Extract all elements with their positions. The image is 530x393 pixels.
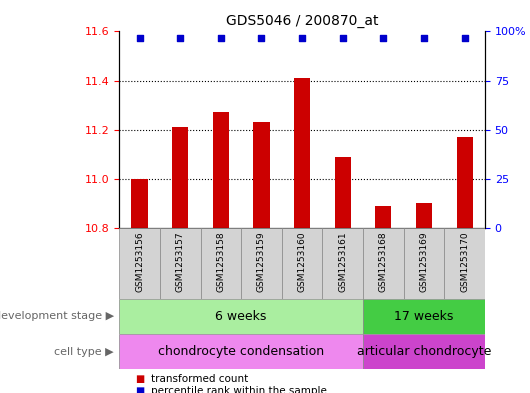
Text: GSM1253159: GSM1253159	[257, 231, 266, 292]
Text: GSM1253170: GSM1253170	[460, 231, 469, 292]
Point	[339, 35, 347, 41]
Title: GDS5046 / 200870_at: GDS5046 / 200870_at	[226, 14, 378, 28]
Bar	[404, 228, 444, 299]
Bar	[416, 204, 432, 228]
Point	[298, 35, 306, 41]
Text: GSM1253168: GSM1253168	[379, 231, 388, 292]
Bar	[444, 228, 485, 299]
Point	[176, 35, 184, 41]
Bar	[213, 112, 229, 228]
Text: GSM1253156: GSM1253156	[135, 231, 144, 292]
Bar	[200, 228, 241, 299]
Bar	[375, 206, 392, 228]
Point	[461, 35, 469, 41]
Text: GSM1253157: GSM1253157	[176, 231, 184, 292]
Bar	[119, 334, 363, 369]
Bar	[282, 228, 322, 299]
Bar	[172, 127, 188, 228]
Text: articular chondrocyte: articular chondrocyte	[357, 345, 491, 358]
Bar	[363, 228, 404, 299]
Point	[217, 35, 225, 41]
Text: GSM1253169: GSM1253169	[420, 231, 428, 292]
Bar	[363, 334, 485, 369]
Text: percentile rank within the sample: percentile rank within the sample	[151, 386, 327, 393]
Text: ■: ■	[135, 374, 144, 384]
Text: 6 weeks: 6 weeks	[216, 310, 267, 323]
Point	[379, 35, 387, 41]
Bar	[334, 157, 351, 228]
Text: GSM1253161: GSM1253161	[338, 231, 347, 292]
Bar	[131, 179, 148, 228]
Point	[420, 35, 428, 41]
Bar	[322, 228, 363, 299]
Point	[135, 35, 144, 41]
Bar	[456, 137, 473, 228]
Text: ■: ■	[135, 386, 144, 393]
Bar	[160, 228, 200, 299]
Bar	[119, 228, 160, 299]
Text: GSM1253160: GSM1253160	[298, 231, 306, 292]
Text: chondrocyte condensation: chondrocyte condensation	[158, 345, 324, 358]
Point	[257, 35, 266, 41]
Bar	[119, 299, 363, 334]
Bar	[363, 299, 485, 334]
Bar	[294, 78, 310, 228]
Text: development stage ▶: development stage ▶	[0, 311, 114, 321]
Text: transformed count: transformed count	[151, 374, 248, 384]
Text: cell type ▶: cell type ▶	[55, 347, 114, 357]
Bar	[241, 228, 282, 299]
Bar	[253, 122, 270, 228]
Text: GSM1253158: GSM1253158	[216, 231, 225, 292]
Text: 17 weeks: 17 weeks	[394, 310, 454, 323]
